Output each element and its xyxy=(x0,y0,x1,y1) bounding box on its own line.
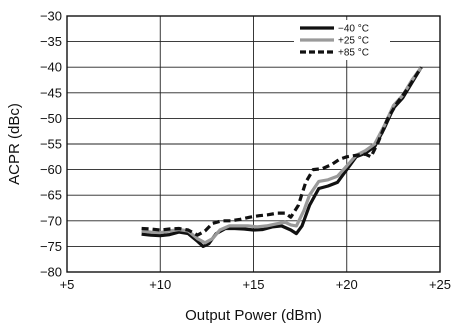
x-tick-label: +5 xyxy=(60,277,75,292)
plot-frame xyxy=(66,15,441,273)
y-tick-label: −70 xyxy=(40,213,62,228)
y-tick-label: −50 xyxy=(40,111,62,126)
legend: −40 °C+25 °C+85 °C xyxy=(294,20,390,60)
series-line-0 xyxy=(141,66,423,248)
x-tick-label: +15 xyxy=(242,277,264,292)
y-tick-labels: −80 −75 −70 −65 −60 −55 −50 −45 −40 −35 −30 xyxy=(40,9,62,280)
y-axis-title: ACPR (dBc) xyxy=(6,103,23,185)
y-tick-label: −75 xyxy=(40,239,62,254)
y-tick-label: −65 xyxy=(40,188,62,203)
series-line-2 xyxy=(141,66,423,237)
y-tick-label: −35 xyxy=(40,34,62,49)
x-tick-label: +10 xyxy=(149,277,171,292)
y-tick-label: −60 xyxy=(40,162,62,177)
y-tick-label: −55 xyxy=(40,137,62,152)
plot-series xyxy=(141,66,423,248)
legend-label-2: +85 °C xyxy=(338,48,369,59)
legend-label-1: +25 °C xyxy=(338,36,369,47)
x-axis-title: Output Power (dBm) xyxy=(185,307,322,324)
y-tick-label: −45 xyxy=(40,85,62,100)
y-tick-label: −30 xyxy=(40,9,62,24)
x-tick-labels: +5 +10 +15 +20 +25 xyxy=(60,277,451,292)
x-tick-label: +20 xyxy=(336,277,358,292)
x-tick-label: +25 xyxy=(429,277,451,292)
series-line-1 xyxy=(141,66,423,245)
y-tick-label: −40 xyxy=(40,60,62,75)
y-tick-label: −80 xyxy=(40,265,62,280)
legend-label-0: −40 °C xyxy=(338,24,369,35)
